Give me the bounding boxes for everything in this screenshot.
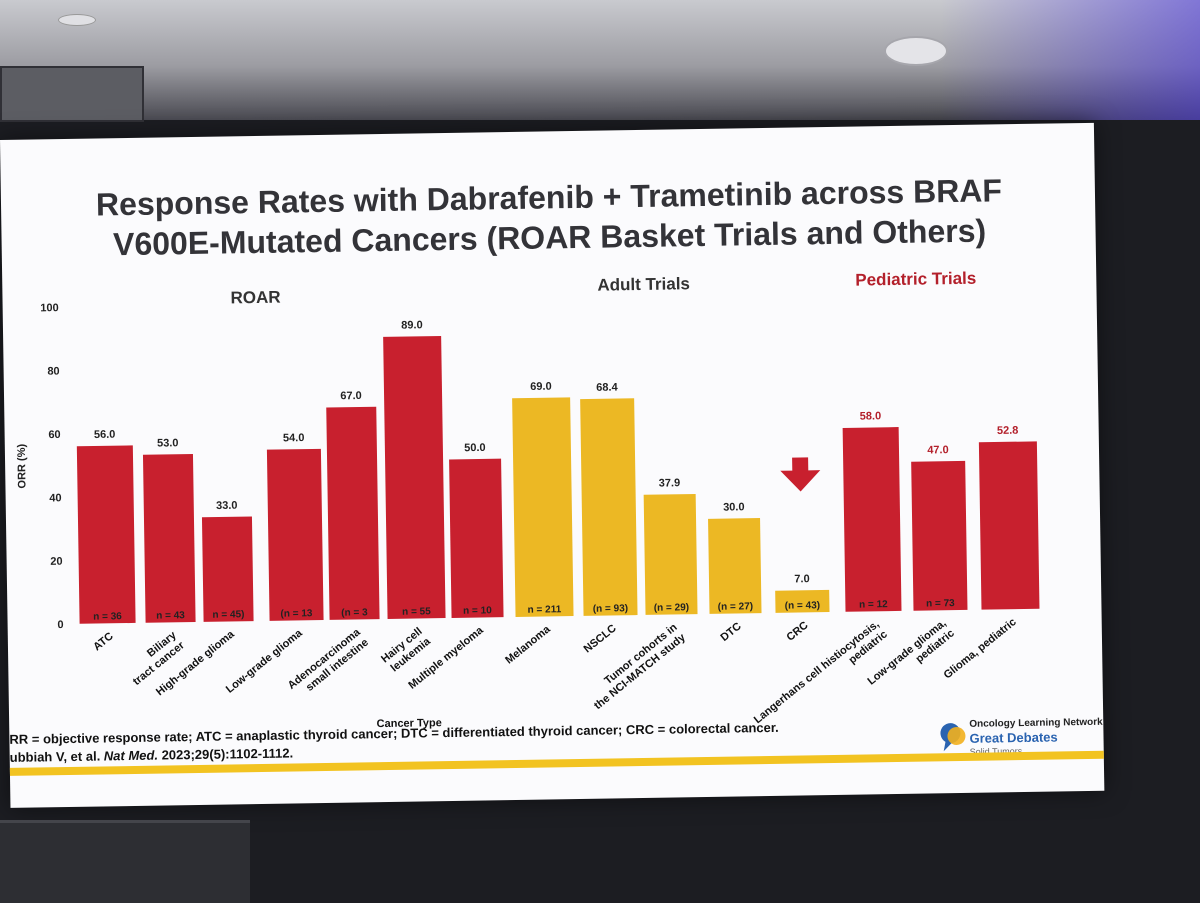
bar [580, 398, 638, 616]
bar-value-label: 67.0 [340, 390, 362, 402]
x-tick-label: DTC [719, 620, 744, 644]
x-axis-title: Cancer Type [377, 717, 442, 730]
reference-citation: 2023;29(5):1102-1112. [157, 745, 294, 763]
x-tick-label: Melanoma [503, 623, 553, 667]
bar-value-label: 69.0 [530, 381, 552, 393]
bar-chart: 0 20 40 60 80 100 ORR (%) 56.0 n = 36 ATC 53.0 n = … [16, 302, 1040, 730]
speech-bubble-logo-icon [940, 723, 966, 752]
bar [76, 445, 136, 624]
ceiling-sensor [884, 36, 948, 66]
bar-n-label: n = 10 [463, 605, 492, 616]
y-tick-label: 20 [50, 556, 62, 568]
bar-n-label: (n = 29) [654, 602, 689, 614]
projection-screen: Response Rates with Dabrafenib + Trameti… [0, 122, 1105, 808]
bar-n-label: (n = 27) [718, 601, 753, 613]
bar [383, 335, 446, 619]
ceiling-light-glow [940, 0, 1200, 120]
y-axis-title: ORR (%) [16, 443, 29, 488]
bar [842, 427, 902, 612]
bar-value-label: 89.0 [401, 319, 423, 331]
bar-n-label: n = 45) [212, 609, 244, 621]
bar-value-label: 33.0 [216, 500, 238, 512]
bar-n-label: n = 55 [402, 606, 431, 617]
y-tick-label: 80 [47, 365, 59, 377]
bar [643, 493, 698, 615]
bar-value-label: 50.0 [464, 442, 486, 454]
bar-n-label: (n = 43) [785, 600, 820, 612]
logo-network-name: Oncology Learning Network [969, 716, 1103, 730]
bar-n-label: n = 73 [926, 598, 955, 609]
bar-n-label: (n = 13 [280, 608, 313, 620]
x-tick-label: ATC [91, 630, 116, 653]
reference-authors: ubbiah V, et al. [9, 748, 104, 765]
bar-n-label: (n = 93) [593, 603, 628, 615]
down-arrow-icon [780, 457, 821, 492]
bar-n-label: n = 43 [156, 610, 185, 621]
bar-n-label: (n = 3 [341, 607, 368, 618]
bar-n-label: n = 211 [528, 604, 562, 616]
y-tick-label: 0 [57, 619, 63, 631]
podium [0, 820, 250, 903]
bar-n-label: n = 36 [93, 611, 122, 622]
ceiling-vent [0, 66, 144, 122]
bar [449, 458, 504, 618]
bar-value-label: 30.0 [723, 501, 745, 513]
bar-value-label: 47.0 [927, 444, 949, 456]
bar-value-label: 56.0 [94, 429, 116, 441]
bar-value-label: 54.0 [283, 432, 305, 444]
y-tick-label: 60 [48, 429, 60, 441]
x-tick-label: NSCLC [582, 622, 619, 655]
bar [201, 516, 254, 622]
bar-value-label: 53.0 [157, 437, 179, 449]
slide-title: Response Rates with Dabrafenib + Trameti… [19, 169, 1080, 266]
footnote-reference: ubbiah V, et al. Nat Med. 2023;29(5):110… [10, 745, 294, 764]
reference-journal: Nat Med. [103, 747, 159, 764]
bar-value-label: 68.4 [596, 381, 618, 393]
bar-value-label: 37.9 [659, 477, 681, 489]
bar [708, 518, 762, 614]
bar-value-label: 7.0 [794, 573, 809, 585]
bar [978, 441, 1040, 610]
oncology-learning-network-logo: Oncology Learning Network Great Debates … [939, 717, 1103, 758]
logo-program-name: Great Debates [969, 729, 1058, 746]
bar [775, 589, 830, 613]
y-tick-label: 100 [40, 302, 59, 314]
bar [266, 448, 324, 621]
bar-n-label: n = 12 [859, 599, 888, 610]
x-tick-label: CRC [785, 619, 811, 643]
bar-value-label: 58.0 [860, 410, 882, 422]
x-tick-label: Glioma, pediatric [942, 616, 1019, 681]
bar [326, 406, 380, 620]
ceiling-lamp [58, 14, 96, 26]
y-tick-label: 40 [49, 492, 61, 504]
bar [142, 453, 196, 623]
bar [512, 397, 574, 617]
bar [911, 460, 968, 611]
bar-value-label: 52.8 [997, 425, 1019, 437]
